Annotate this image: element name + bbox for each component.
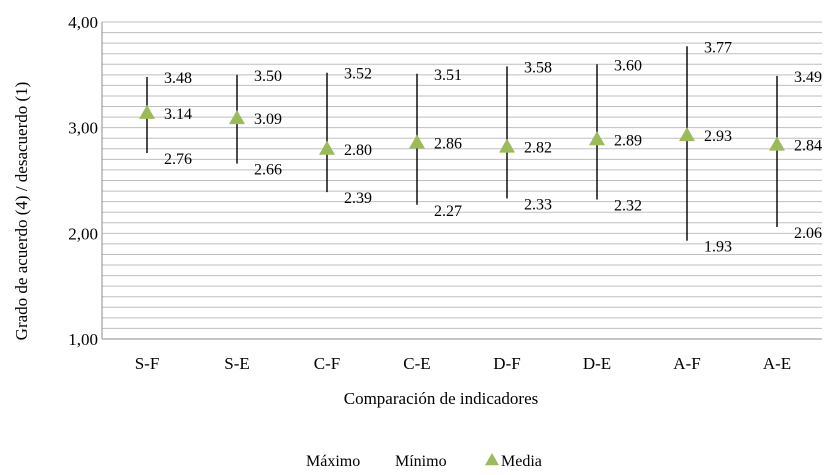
mean-marker xyxy=(229,110,245,125)
x-tick-label: C-E xyxy=(403,354,430,373)
mean-marker xyxy=(139,104,155,119)
max-value-label: 3.77 xyxy=(704,39,732,56)
mean-marker xyxy=(679,127,695,142)
legend-entry-minimo: Mínimo xyxy=(395,453,447,470)
mean-markers xyxy=(139,104,785,155)
legend-entry-maximo: Máximo xyxy=(306,453,360,470)
legend-media-marker xyxy=(485,453,499,466)
mean-value-label: 2.86 xyxy=(434,135,462,152)
x-tick-label: A-F xyxy=(673,354,700,373)
min-value-label: 2.39 xyxy=(344,190,372,207)
x-tick-label: S-E xyxy=(224,354,250,373)
mean-marker xyxy=(769,136,785,151)
mean-marker xyxy=(499,138,515,153)
max-value-label: 3.50 xyxy=(254,68,282,85)
x-tick-label: A-E xyxy=(763,354,791,373)
y-tick-label: 4,00 xyxy=(68,13,98,32)
x-tick-label: D-F xyxy=(493,354,520,373)
legend-entry-media: Media xyxy=(501,453,542,470)
mean-marker xyxy=(409,134,425,149)
max-value-label: 3.48 xyxy=(164,70,192,87)
data-labels: 3.48 2.76 3.14 3.50 2.66 3.09 3.52 2.39 2.80 3.51… xyxy=(164,39,822,255)
mean-value-label: 2.93 xyxy=(704,128,732,145)
x-tick-labels: S-F S-E C-F C-E D-F D-E A-F A-E xyxy=(135,354,791,373)
max-value-label: 3.60 xyxy=(614,57,642,74)
mean-value-label: 3.09 xyxy=(254,111,282,128)
mean-value-label: 2.82 xyxy=(524,140,552,157)
x-tick-label: C-F xyxy=(314,354,340,373)
max-value-label: 3.51 xyxy=(434,67,462,84)
x-tick-label: D-E xyxy=(583,354,611,373)
mean-value-label: 2.89 xyxy=(614,132,642,149)
min-value-label: 2.27 xyxy=(434,203,462,220)
axes xyxy=(101,22,822,340)
mean-marker xyxy=(589,131,605,146)
mean-value-label: 2.84 xyxy=(794,138,822,155)
y-axis-title: Grado de acuerdo (4) / desacuerdo (1) xyxy=(12,82,31,341)
y-tick-label: 2,00 xyxy=(68,224,98,243)
max-value-label: 3.52 xyxy=(344,66,372,83)
mean-marker xyxy=(319,140,335,155)
max-value-label: 3.49 xyxy=(794,69,822,86)
min-value-label: 1.93 xyxy=(704,239,732,256)
gridlines xyxy=(102,21,822,340)
mean-value-label: 2.80 xyxy=(344,142,372,159)
y-tick-label: 3,00 xyxy=(68,119,98,138)
x-tick-label: S-F xyxy=(135,354,160,373)
min-value-label: 2.32 xyxy=(614,198,642,215)
y-tick-labels: 1,00 2,00 3,00 4,00 xyxy=(68,13,98,349)
min-value-label: 2.33 xyxy=(524,196,552,213)
min-value-label: 2.06 xyxy=(794,225,822,242)
min-value-label: 2.66 xyxy=(254,162,282,179)
range-lines xyxy=(146,46,778,241)
x-axis-title: Comparación de indicadores xyxy=(344,389,539,408)
min-value-label: 2.76 xyxy=(164,151,192,168)
mean-value-label: 3.14 xyxy=(164,106,192,123)
y-tick-label: 1,00 xyxy=(68,330,98,349)
legend: Máximo Mínimo Media xyxy=(306,453,542,470)
max-value-label: 3.58 xyxy=(524,59,552,76)
